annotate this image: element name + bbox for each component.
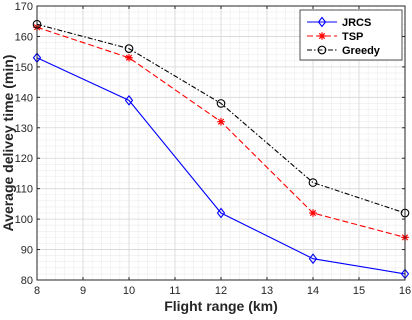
x-tick-label: 8 <box>34 285 40 297</box>
legend-label-jrcs: JRCS <box>342 17 371 29</box>
y-tick-label: 170 <box>15 1 33 13</box>
legend-marker-tsp <box>318 32 326 40</box>
y-tick-label: 90 <box>21 245 33 257</box>
data-point-jrcs <box>308 253 318 265</box>
x-tick-label: 10 <box>123 285 135 297</box>
minor-grid <box>37 6 405 280</box>
x-tick-label: 16 <box>399 285 411 297</box>
data-point-greedy <box>216 99 226 108</box>
y-axis-title: Average delivey time (min) <box>0 55 16 232</box>
legend-entry-tsp: TSP <box>307 31 363 43</box>
x-tick-label: 9 <box>80 285 86 297</box>
y-tick-label: 150 <box>15 62 33 74</box>
legend-box <box>299 9 403 61</box>
x-tick-labels: 8 9 10 11 12 13 14 15 16 <box>34 285 411 297</box>
data-point-tsp <box>217 117 225 126</box>
x-tick-label: 14 <box>307 285 319 297</box>
legend: JRCS TSP Greedy <box>299 9 403 61</box>
legend-label-tsp: TSP <box>342 31 363 43</box>
y-tick-label: 120 <box>15 153 33 165</box>
y-tick-label: 140 <box>15 92 33 104</box>
tick-marks <box>36 5 406 281</box>
y-tick-label: 130 <box>15 123 33 135</box>
legend-label-greedy: Greedy <box>342 45 381 57</box>
data-point-tsp <box>125 53 133 62</box>
legend-marker-greedy <box>317 45 327 55</box>
y-tick-label: 110 <box>15 184 33 196</box>
x-tick-label: 12 <box>215 285 227 297</box>
x-tick-label: 13 <box>261 285 273 297</box>
series-line-greedy <box>36 23 406 214</box>
y-tick-label: 80 <box>21 275 33 287</box>
x-axis-title: Flight range (km) <box>164 298 278 314</box>
y-tick-label: 100 <box>15 214 33 226</box>
x-tick-label: 11 <box>169 285 180 297</box>
y-tick-labels: 80 90 100 110 120 130 140 150 160 170 <box>15 1 33 287</box>
data-point-jrcs <box>124 94 134 106</box>
y-tick-label: 160 <box>15 31 33 43</box>
data-point-jrcs <box>216 207 226 219</box>
data-point-tsp <box>309 209 317 217</box>
data-point-greedy <box>124 44 134 53</box>
legend-marker-jrcs <box>317 16 327 28</box>
series-line-jrcs <box>36 57 406 275</box>
legend-entry-greedy: Greedy <box>307 45 381 57</box>
data-point-greedy <box>308 178 318 187</box>
x-tick-label: 15 <box>353 285 365 297</box>
legend-entry-jrcs: JRCS <box>307 16 371 29</box>
